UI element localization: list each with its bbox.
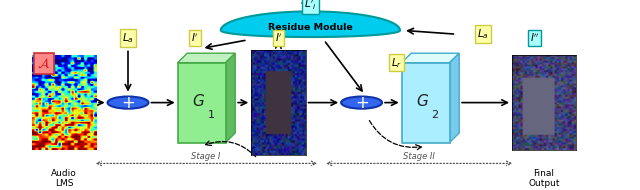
Text: $G$: $G$ — [416, 93, 429, 109]
Polygon shape — [402, 53, 460, 63]
Text: $I'$: $I'$ — [275, 32, 282, 44]
Text: $L_a$: $L_a$ — [477, 27, 489, 41]
Polygon shape — [221, 11, 400, 37]
Text: $I^{\prime\prime}$: $I^{\prime\prime}$ — [529, 32, 540, 44]
Text: $1$: $1$ — [207, 108, 215, 120]
Text: $L_a$: $L_a$ — [122, 31, 134, 45]
Text: $L_r$: $L_r$ — [391, 56, 403, 70]
Text: Final
Output: Final Output — [528, 169, 560, 188]
Text: $2$: $2$ — [431, 108, 439, 120]
Text: $I'$: $I'$ — [191, 32, 199, 44]
Text: Stage I: Stage I — [191, 152, 221, 161]
Circle shape — [108, 97, 148, 109]
Text: $G$: $G$ — [192, 93, 205, 109]
Text: $+$: $+$ — [355, 94, 369, 112]
Text: $L'_i$: $L'_i$ — [304, 0, 317, 12]
FancyBboxPatch shape — [178, 63, 226, 142]
Circle shape — [341, 97, 382, 109]
Text: Audio
LMS: Audio LMS — [51, 169, 77, 188]
Polygon shape — [450, 53, 460, 142]
Polygon shape — [178, 53, 236, 63]
Text: $+$: $+$ — [121, 94, 135, 112]
Polygon shape — [226, 53, 236, 142]
FancyBboxPatch shape — [402, 63, 450, 142]
Text: Stage II: Stage II — [403, 152, 435, 161]
Text: Residue Module: Residue Module — [268, 23, 353, 32]
